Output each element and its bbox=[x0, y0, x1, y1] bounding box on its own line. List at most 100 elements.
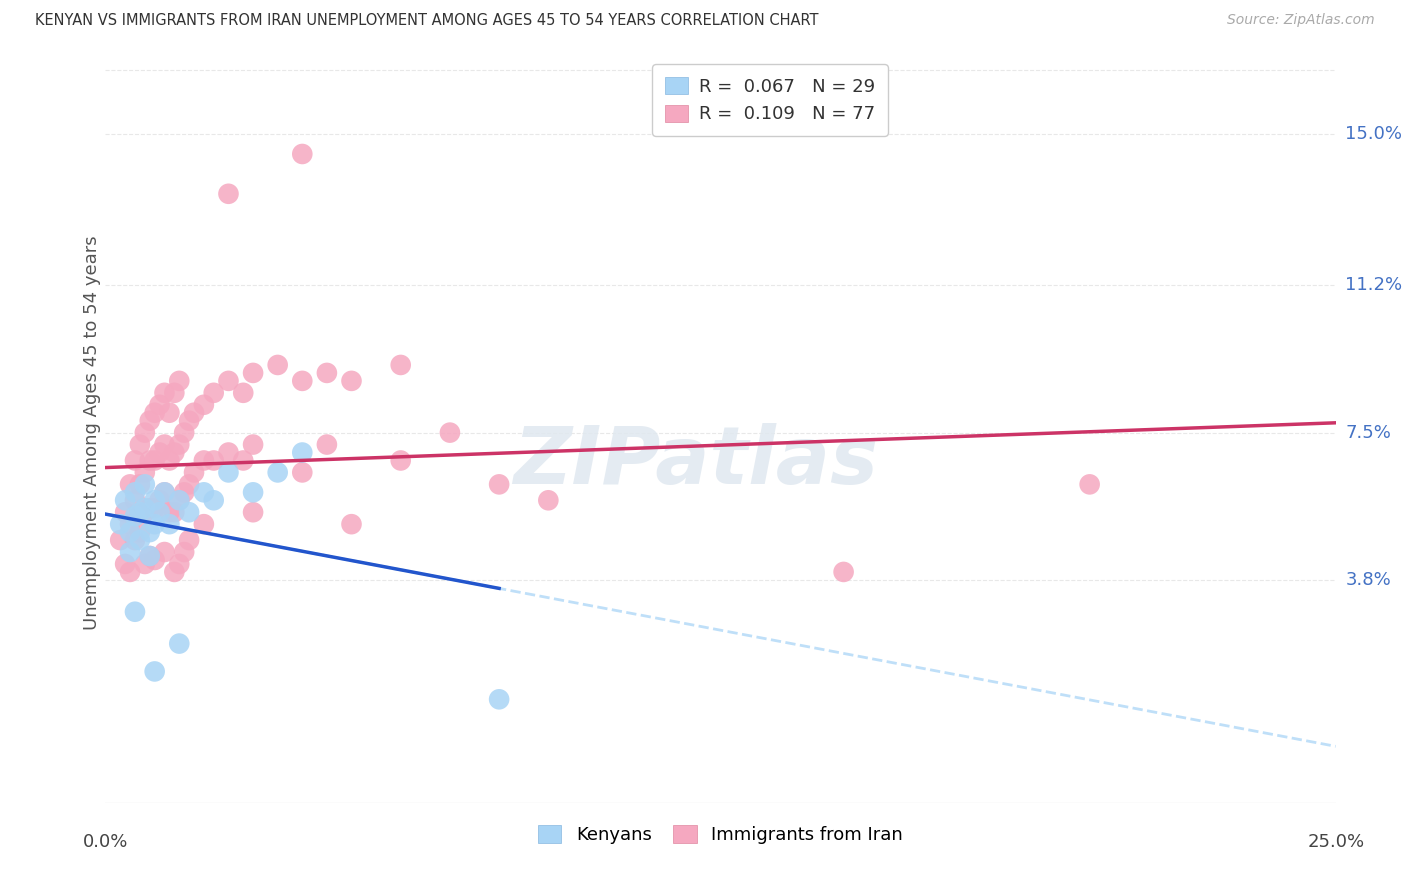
Point bbox=[120, 565, 141, 579]
Point bbox=[114, 505, 136, 519]
Point bbox=[179, 414, 201, 428]
Point bbox=[169, 437, 191, 451]
Point bbox=[173, 545, 195, 559]
Legend: Kenyans, Immigrants from Iran: Kenyans, Immigrants from Iran bbox=[529, 816, 912, 853]
Point bbox=[183, 406, 205, 420]
Point bbox=[832, 565, 855, 579]
Point bbox=[315, 366, 337, 380]
Point bbox=[153, 485, 176, 500]
Point bbox=[138, 501, 162, 516]
Point bbox=[163, 565, 186, 579]
Point bbox=[134, 466, 156, 480]
Text: Source: ZipAtlas.com: Source: ZipAtlas.com bbox=[1227, 13, 1375, 28]
Point bbox=[267, 466, 290, 480]
Point bbox=[149, 398, 172, 412]
Point bbox=[138, 549, 162, 563]
Point bbox=[202, 493, 225, 508]
Point bbox=[138, 414, 162, 428]
Point bbox=[143, 493, 166, 508]
Point bbox=[143, 453, 166, 467]
Point bbox=[340, 374, 363, 388]
Point bbox=[134, 557, 156, 571]
Point bbox=[134, 501, 156, 516]
Point bbox=[153, 485, 176, 500]
Point bbox=[179, 533, 201, 547]
Point bbox=[149, 493, 172, 508]
Point bbox=[202, 453, 225, 467]
Point bbox=[124, 453, 146, 467]
Point bbox=[193, 453, 215, 467]
Point bbox=[202, 385, 225, 400]
Point bbox=[110, 517, 132, 532]
Point bbox=[232, 385, 254, 400]
Point bbox=[179, 505, 201, 519]
Point bbox=[120, 517, 141, 532]
Point bbox=[134, 477, 156, 491]
Point bbox=[138, 549, 162, 563]
Point bbox=[143, 406, 166, 420]
Point bbox=[242, 366, 264, 380]
Point bbox=[267, 358, 290, 372]
Point bbox=[149, 505, 172, 519]
Point bbox=[193, 517, 215, 532]
Point bbox=[291, 374, 314, 388]
Point bbox=[291, 466, 314, 480]
Point bbox=[134, 505, 156, 519]
Point bbox=[129, 437, 152, 451]
Point bbox=[242, 485, 264, 500]
Point bbox=[537, 493, 560, 508]
Point bbox=[124, 485, 146, 500]
Text: 3.8%: 3.8% bbox=[1346, 571, 1391, 589]
Point bbox=[124, 533, 146, 547]
Point bbox=[143, 665, 166, 679]
Point bbox=[169, 637, 191, 651]
Point bbox=[291, 147, 314, 161]
Point bbox=[163, 445, 186, 459]
Point bbox=[153, 437, 176, 451]
Point bbox=[169, 493, 191, 508]
Point bbox=[143, 501, 166, 516]
Point bbox=[110, 533, 132, 547]
Point bbox=[163, 505, 186, 519]
Point bbox=[232, 453, 254, 467]
Point bbox=[439, 425, 461, 440]
Point bbox=[242, 505, 264, 519]
Text: 25.0%: 25.0% bbox=[1308, 833, 1364, 851]
Point bbox=[129, 525, 152, 540]
Point bbox=[340, 517, 363, 532]
Point bbox=[138, 525, 162, 540]
Point bbox=[291, 445, 314, 459]
Point bbox=[124, 605, 146, 619]
Point bbox=[242, 437, 264, 451]
Point bbox=[173, 425, 195, 440]
Point bbox=[159, 406, 180, 420]
Point bbox=[138, 453, 162, 467]
Point bbox=[1078, 477, 1101, 491]
Y-axis label: Unemployment Among Ages 45 to 54 years: Unemployment Among Ages 45 to 54 years bbox=[83, 235, 101, 630]
Point bbox=[129, 477, 152, 491]
Text: 7.5%: 7.5% bbox=[1346, 424, 1392, 442]
Point bbox=[488, 477, 510, 491]
Text: KENYAN VS IMMIGRANTS FROM IRAN UNEMPLOYMENT AMONG AGES 45 TO 54 YEARS CORRELATIO: KENYAN VS IMMIGRANTS FROM IRAN UNEMPLOYM… bbox=[35, 13, 818, 29]
Point bbox=[169, 493, 191, 508]
Point bbox=[389, 453, 412, 467]
Text: 15.0%: 15.0% bbox=[1346, 125, 1402, 143]
Point bbox=[193, 485, 215, 500]
Point bbox=[124, 493, 146, 508]
Text: 11.2%: 11.2% bbox=[1346, 277, 1403, 294]
Point bbox=[120, 545, 141, 559]
Point bbox=[218, 445, 240, 459]
Point bbox=[153, 385, 176, 400]
Point bbox=[149, 445, 172, 459]
Point bbox=[173, 485, 195, 500]
Text: 0.0%: 0.0% bbox=[83, 833, 128, 851]
Point bbox=[129, 533, 152, 547]
Point bbox=[169, 374, 191, 388]
Point bbox=[179, 477, 201, 491]
Point bbox=[389, 358, 412, 372]
Point bbox=[124, 509, 146, 524]
Point bbox=[218, 186, 240, 201]
Point bbox=[183, 466, 205, 480]
Point bbox=[218, 466, 240, 480]
Point bbox=[114, 557, 136, 571]
